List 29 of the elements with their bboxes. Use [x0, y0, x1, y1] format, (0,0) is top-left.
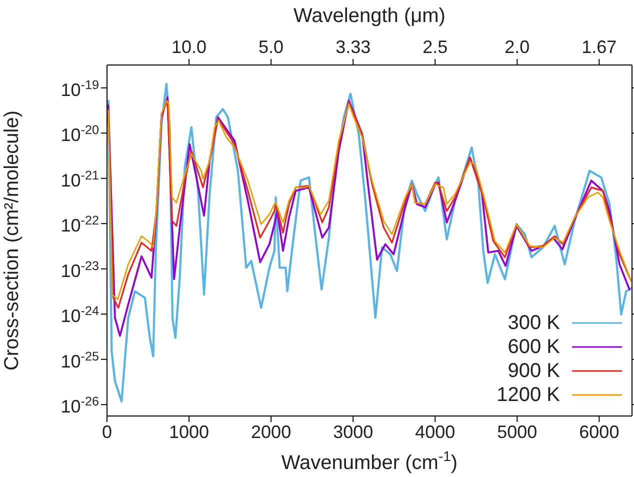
y-axis-title: Cross-section (cm²/molecule)	[1, 110, 23, 371]
y-tick-label: 10$^{-23}$	[60, 258, 99, 281]
annotation: 2.0	[504, 37, 530, 57]
annotation: 1.67	[582, 37, 617, 57]
y-tick-label: 10$^{-19}$	[60, 78, 99, 100]
x-tick-label: 6000	[579, 422, 620, 442]
y-tick-label: 10$^{-25}$	[60, 349, 99, 372]
x2-axis-title: Wavelength (μm)	[294, 5, 446, 27]
line-series	[107, 82, 632, 402]
y-tick-label: 10$^{-21}$	[60, 168, 99, 190]
annotation: 5.0	[258, 37, 284, 57]
legend-label: 600 K	[508, 335, 560, 359]
annotation: 2.5	[422, 37, 448, 57]
x-tick-label: 1000	[169, 422, 210, 442]
legend-label: 900 K	[508, 359, 560, 383]
x-tick-label: 2000	[251, 422, 292, 442]
annotation: 3.33	[336, 37, 371, 57]
legend-label: 1200 K	[496, 383, 560, 407]
x-tick-label: 0	[102, 422, 112, 442]
legend-label: 300 K	[508, 311, 560, 335]
x-axis-title: Wavenumber (cm$^{-1}$)	[281, 448, 458, 474]
x-tick-label: 4000	[415, 422, 456, 442]
y-tick-label: 10$^{-20}$	[60, 123, 99, 146]
y-tick-label: 10$^{-26}$	[60, 394, 99, 417]
annotation: 10.0	[172, 37, 207, 57]
x-tick-label: 5000	[497, 422, 538, 442]
x-tick-label: 3000	[333, 422, 374, 442]
y-tick-label: 10$^{-22}$	[60, 214, 99, 236]
y-tick-label: 10$^{-24}$	[60, 304, 99, 326]
